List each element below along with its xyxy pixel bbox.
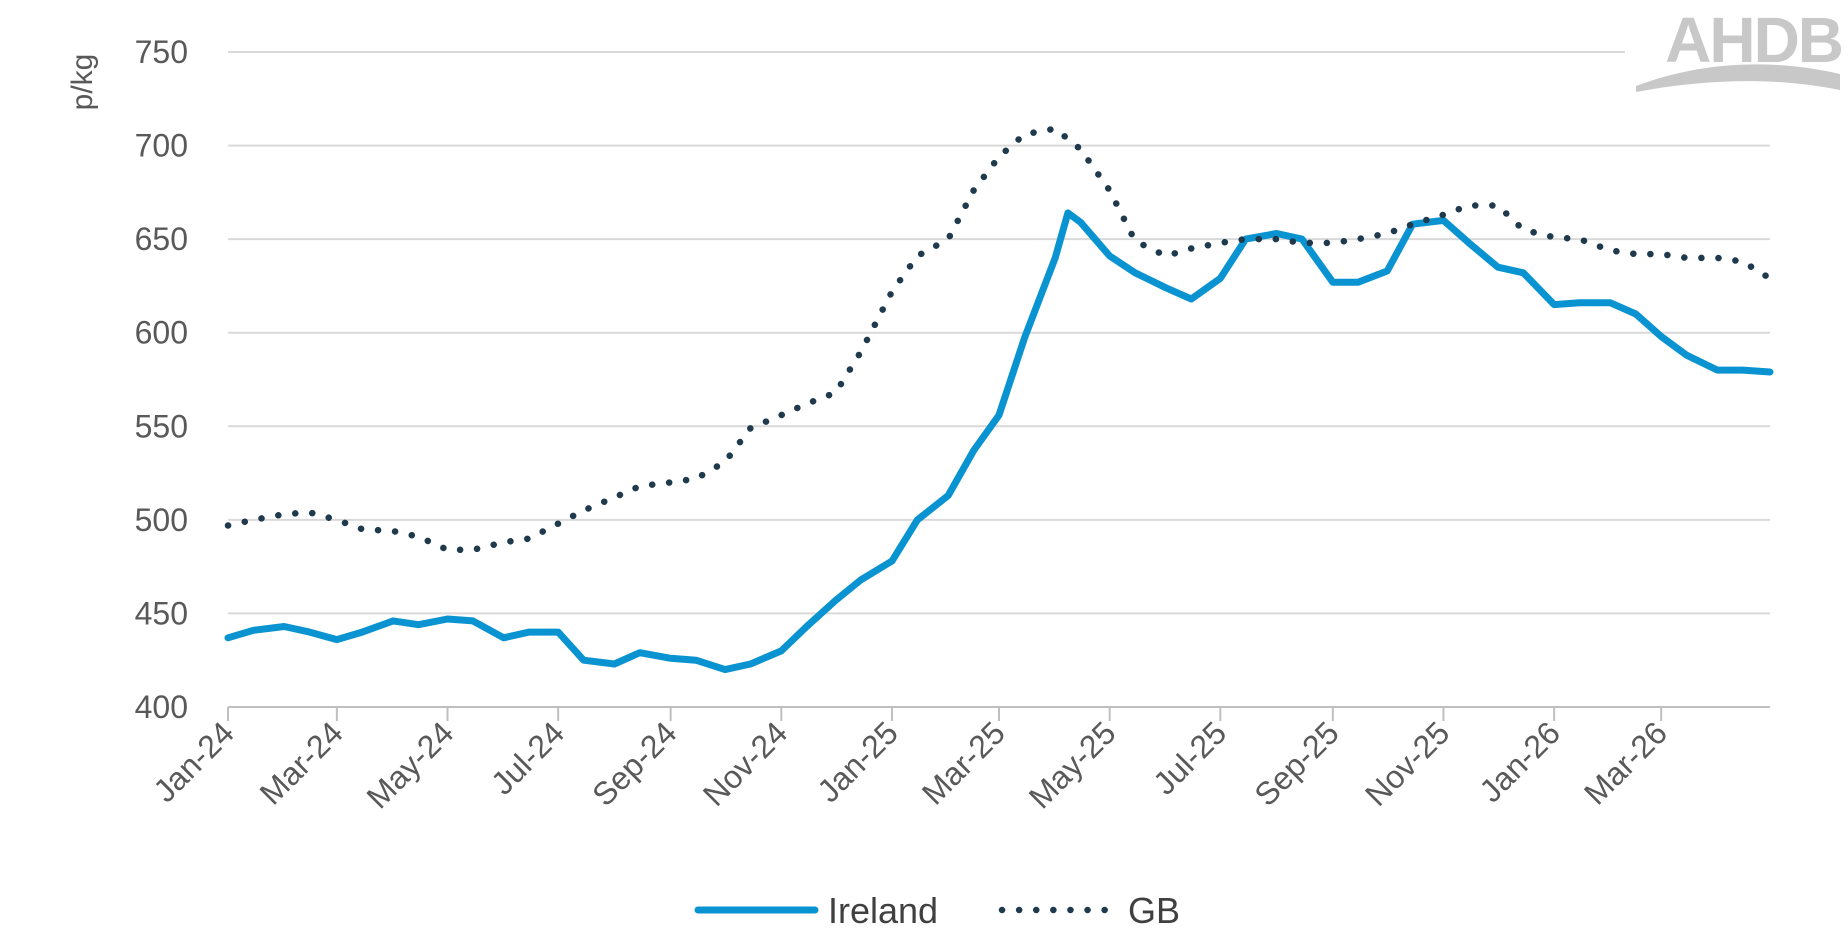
x-tick-label: May-24 [360,714,461,815]
x-tick-label: Sep-25 [1247,714,1345,812]
y-tick-label: 400 [135,689,188,725]
x-tick-label: Nov-25 [1358,714,1456,812]
logo-swoosh [1636,64,1840,92]
ahdb-logo: AHDB [1636,4,1844,92]
y-tick-label: 650 [135,221,188,257]
y-tick-label: 750 [135,34,188,70]
x-tick-label: Mar-24 [253,714,350,811]
x-tick-label: Jan-25 [810,714,905,809]
y-tick-label: 700 [135,128,188,164]
x-axis-ticks: Jan-24 Mar-24 May-24 Jul-24 Sep-24 Nov-24 Jan-… [146,707,1674,815]
x-tick-label: Jul-25 [1146,714,1233,801]
series-line-ireland [224,209,1774,674]
x-tick-label: Jan-24 [146,714,241,809]
y-axis-tick-labels: 400 450 500 550 600 650 700 750 [135,34,188,725]
x-tick-label: Jan-26 [1472,714,1567,809]
gridlines [228,51,1770,615]
series-lines [224,125,1774,674]
legend-label-gb: GB [1128,890,1180,931]
y-axis-title: p/kg [66,54,99,111]
logo-text: AHDB [1665,4,1842,76]
y-tick-label: 500 [135,502,188,538]
x-tick-label: Jul-24 [484,714,571,801]
x-tick-label: Mar-25 [915,714,1012,811]
x-tick-label: May-25 [1022,714,1123,815]
x-tick-label: Sep-24 [585,714,683,812]
x-tick-label: Nov-24 [696,714,794,812]
series-line-gb [224,125,1774,554]
legend-label-ireland: Ireland [828,890,938,931]
y-tick-label: 600 [135,315,188,351]
y-tick-label: 450 [135,595,188,631]
x-tick-label: Mar-26 [1577,714,1674,811]
legend: Ireland GB [694,890,1180,931]
y-tick-label: 550 [135,408,188,444]
